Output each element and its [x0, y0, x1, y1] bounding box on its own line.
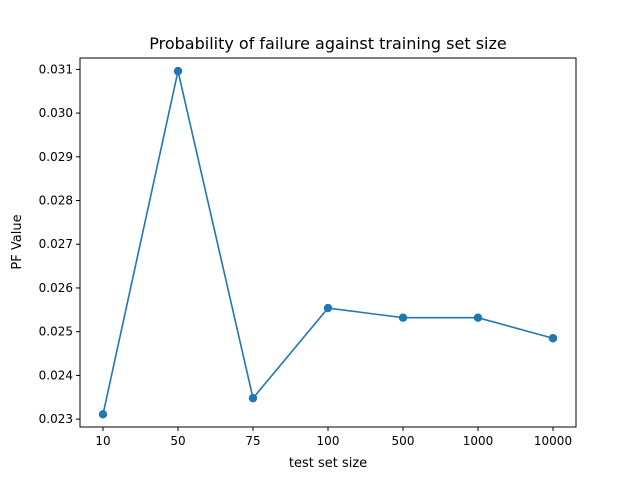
data-point-500	[398, 313, 408, 322]
y-tick-label: 0.024	[39, 368, 73, 382]
y-tick-label: 0.023	[39, 412, 73, 426]
y-axis-ticks: 0.023 0.024 0.025 0.026 0.027 0.028 0.029 0.030…	[39, 62, 80, 426]
y-axis-label: PF Value	[10, 214, 25, 269]
y-tick-label: 0.031	[39, 62, 73, 76]
series-layer	[98, 66, 558, 419]
x-tick-label: 75	[245, 434, 260, 448]
plot-frame	[79, 57, 577, 428]
x-tick-label: 10	[95, 434, 110, 448]
data-point-50	[173, 66, 183, 76]
x-tick-label: 50	[170, 434, 185, 448]
x-axis-ticks: 10 50 75 100 500 1000 10000	[95, 427, 572, 448]
y-tick-label: 0.030	[39, 106, 73, 120]
y-tick-label: 0.027	[39, 237, 73, 251]
y-tick-label: 0.029	[39, 150, 73, 164]
plot-background	[80, 58, 576, 427]
x-tick-label: 100	[317, 434, 340, 448]
x-tick-label: 10000	[534, 434, 572, 448]
data-point-1000	[473, 313, 483, 322]
data-point-10	[98, 410, 108, 419]
x-axis-label: test set size	[289, 456, 367, 471]
x-tick-label: 1000	[463, 434, 494, 448]
y-tick-label: 0.026	[39, 281, 73, 295]
data-point-75	[248, 393, 258, 403]
data-point-10000	[548, 334, 558, 343]
chart-title: Probability of failure against training …	[149, 34, 506, 53]
y-tick-label: 0.025	[39, 325, 73, 339]
data-point-100	[323, 303, 333, 313]
y-tick-label: 0.028	[39, 194, 73, 208]
x-tick-label: 500	[392, 434, 415, 448]
